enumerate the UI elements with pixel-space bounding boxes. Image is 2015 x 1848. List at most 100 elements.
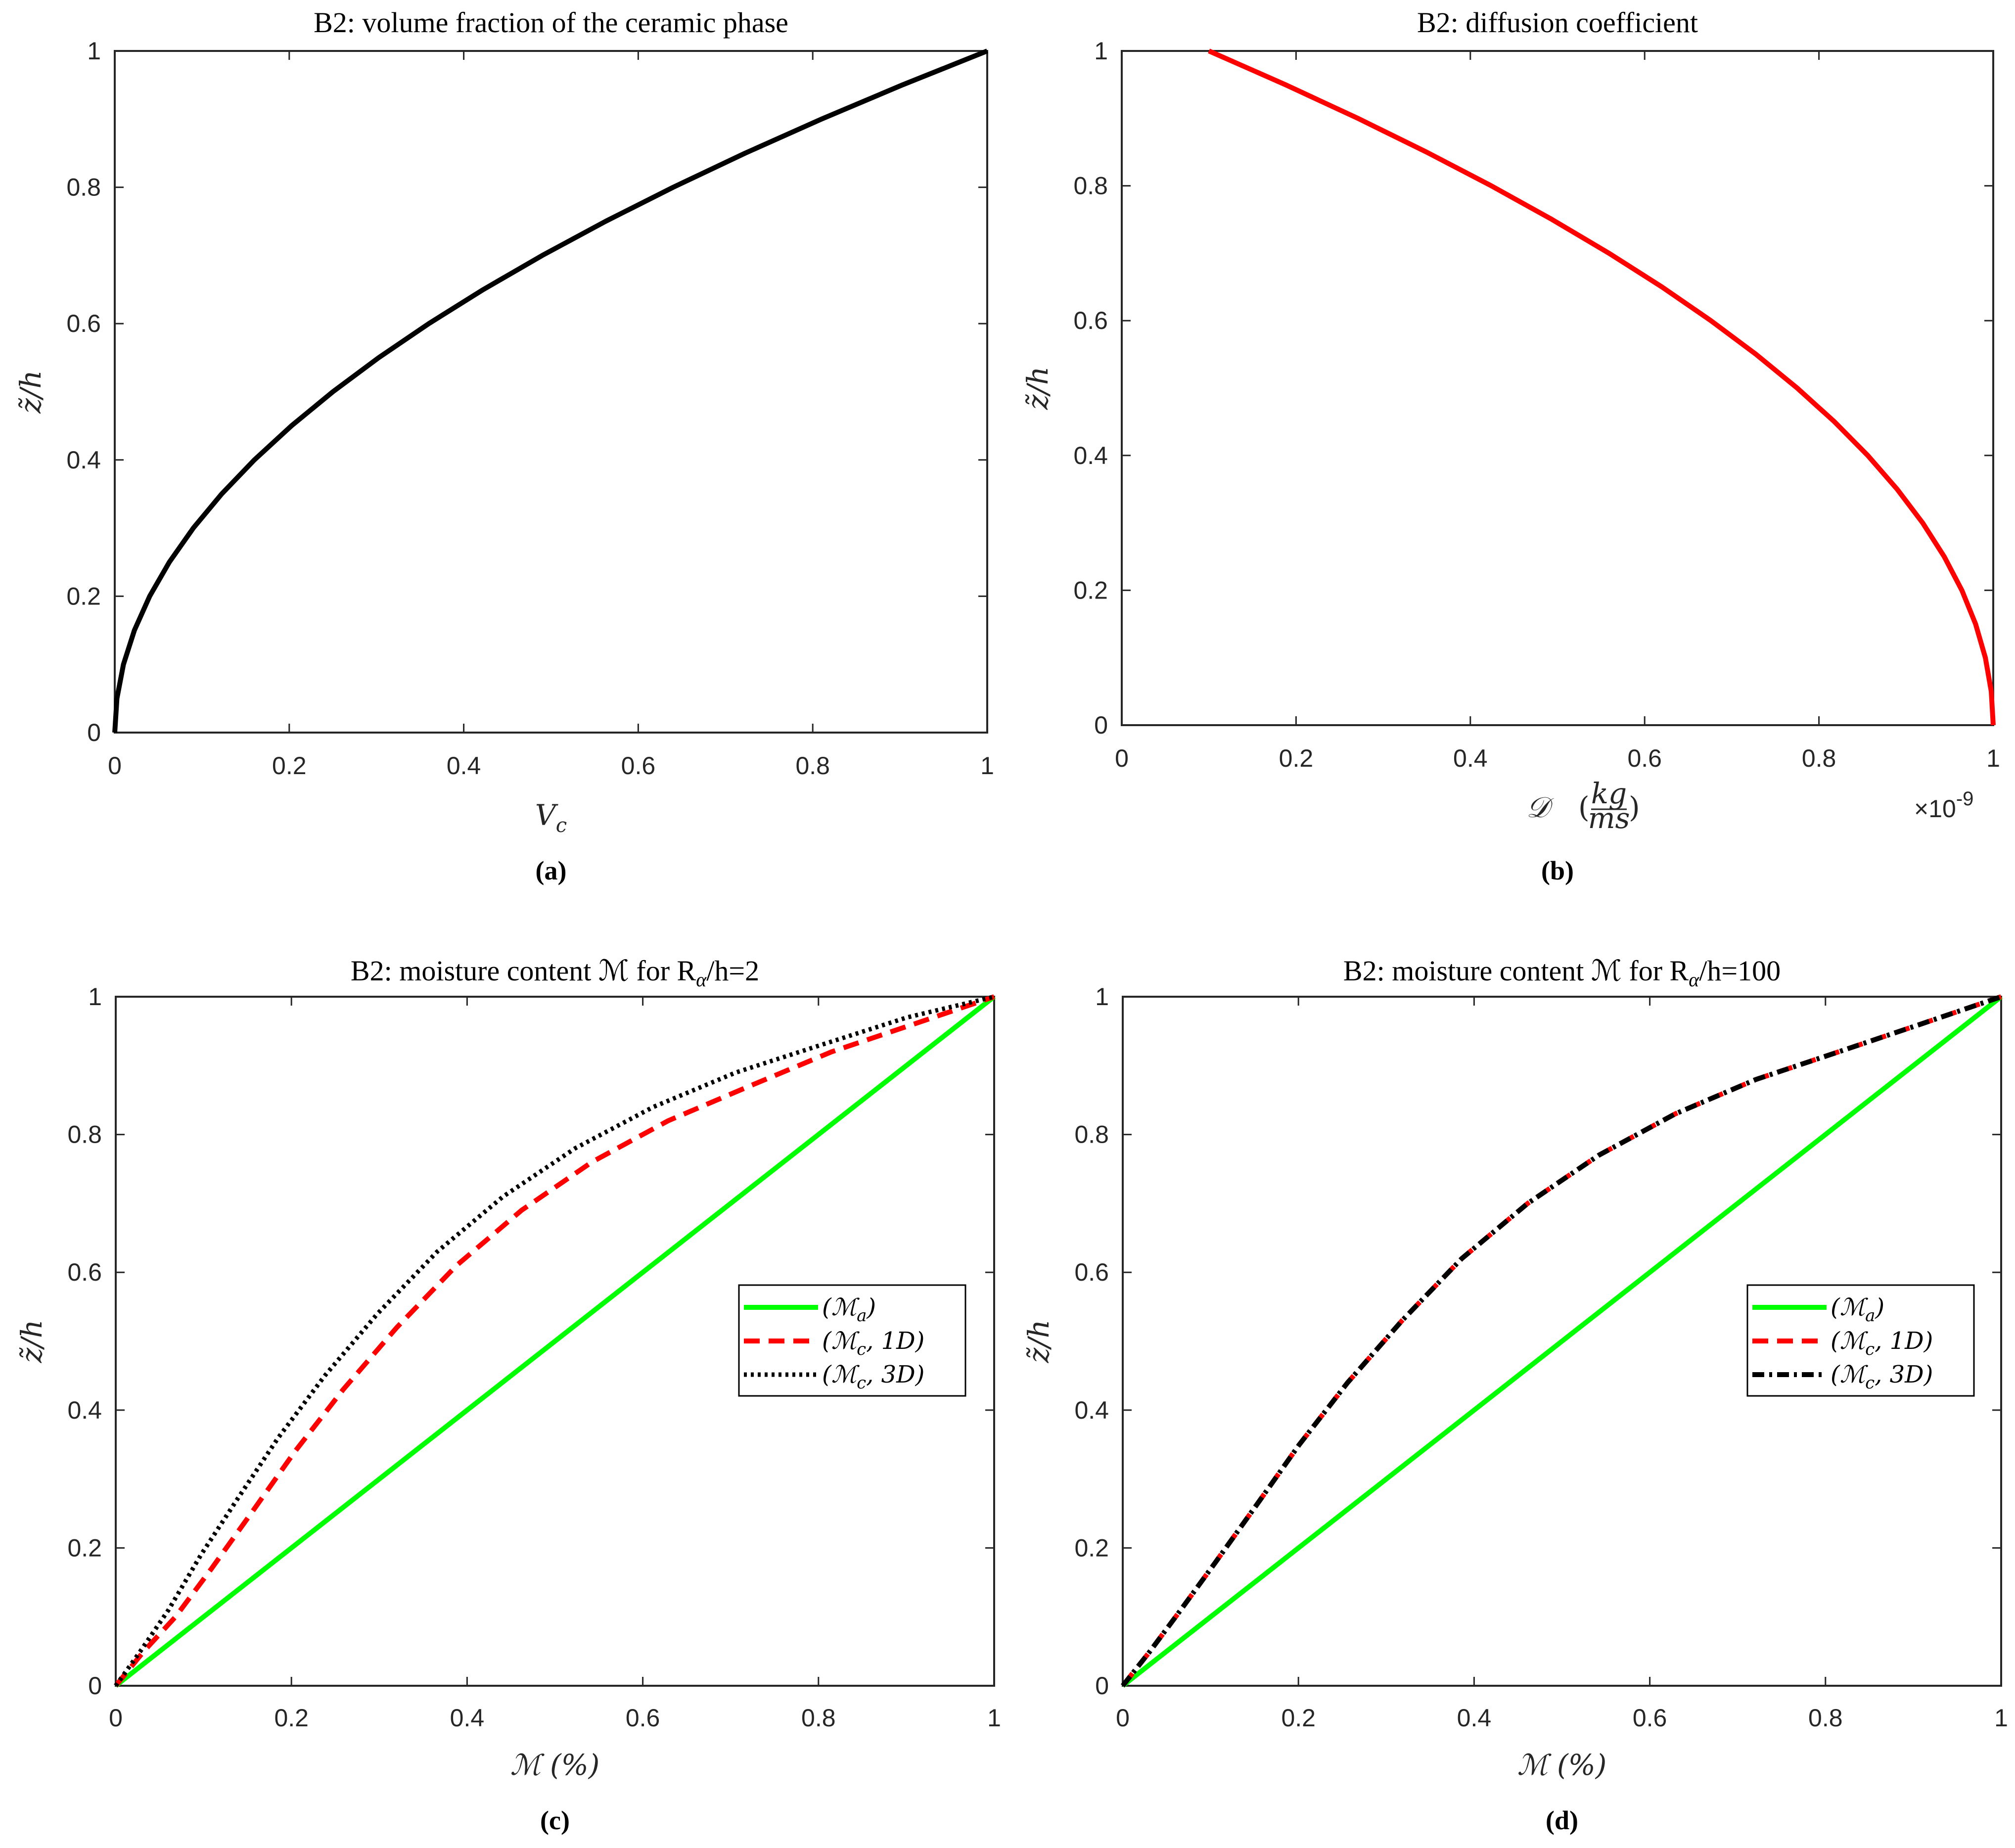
y-tick-label: 0.4 <box>1074 1396 1109 1424</box>
y-tick-label: 0.6 <box>67 1258 102 1286</box>
plot-frame <box>114 50 988 734</box>
panel-caption: (c) <box>540 1805 570 1835</box>
x-tick-label: 0.8 <box>1808 1704 1843 1732</box>
legend-label-subscript: c <box>857 1373 866 1393</box>
chart-title: B2: volume fraction of the ceramic phase <box>314 6 788 39</box>
y-axis-label: z̃/h <box>15 1320 48 1363</box>
y-tick-label: 0.2 <box>66 582 101 610</box>
y-axis-label: z̃/h <box>14 370 47 414</box>
legend-label-tail: , 1D) <box>866 1327 924 1355</box>
x-axis-label-main: 𝒟 <box>1526 790 1554 824</box>
panel-caption: (b) <box>1541 856 1574 885</box>
y-axis-label: z̃/h <box>1021 367 1054 410</box>
x-axis-label: ℳ (%) <box>510 1748 600 1782</box>
chart-title: B2: moisture content ℳ for Rα/h=100 <box>1343 955 1781 991</box>
y-tick-label: 1 <box>1094 37 1108 65</box>
x-label-close-paren: ) <box>1629 790 1640 824</box>
x-axis-label: Vc <box>535 798 567 837</box>
legend-label-main: (ℳ <box>822 1327 860 1355</box>
legend-label-subscript: a <box>1865 1306 1875 1326</box>
x-axis-label: ℳ (%) <box>1517 1748 1607 1782</box>
legend: (ℳa)(ℳc, 1D)(ℳc, 3D) <box>1746 1284 1975 1397</box>
x-tick-label: 0.4 <box>450 1704 485 1732</box>
x-axis-exponent-base: ×10 <box>1914 795 1956 823</box>
x-tick-label: 0.6 <box>1633 1704 1667 1732</box>
x-tick-label: 0.4 <box>447 752 481 780</box>
x-axis-label-subscript: c <box>556 814 567 837</box>
chart-title-subscript: α <box>1689 969 1699 991</box>
chart-title-tail: /h=100 <box>1699 955 1781 987</box>
series-line-2 <box>114 994 995 1687</box>
x-tick-label: 0 <box>1116 1704 1130 1732</box>
x-tick-label: 1 <box>987 1704 1001 1732</box>
legend-label-main: (ℳ <box>822 1361 860 1388</box>
legend-label-0: (ℳa) <box>1831 1294 1884 1326</box>
legend-label-tail: , 3D) <box>1875 1361 1933 1388</box>
legend-label-subscript: c <box>857 1340 866 1359</box>
y-tick-label: 1 <box>87 37 101 65</box>
series-line-1 <box>114 994 995 1688</box>
series-line-0 <box>1121 995 2003 1688</box>
legend-label-subscript: c <box>1865 1373 1875 1393</box>
chart-title: B2: diffusion coefficient <box>1417 6 1698 39</box>
x-tick-label: 0.6 <box>1627 744 1662 772</box>
chart-title-main: B2: diffusion coefficient <box>1417 6 1698 39</box>
y-tick-label: 0.4 <box>67 1396 102 1424</box>
legend-label-main: (ℳ <box>1831 1361 1869 1388</box>
y-tick-label: 0.2 <box>1074 1534 1109 1562</box>
y-tick-label: 0.6 <box>66 310 101 337</box>
x-tick-label: 0.2 <box>1281 1704 1316 1732</box>
y-tick-label: 0.6 <box>1073 307 1108 334</box>
legend-label-main: (ℳ <box>822 1294 860 1321</box>
y-tick-label: 0.2 <box>1073 576 1108 604</box>
x-label-fraction-numerator: kg <box>1591 777 1627 810</box>
chart-title-main: B2: moisture content ℳ for R <box>1343 955 1689 987</box>
legend-label-2: (ℳc, 3D) <box>1831 1361 1933 1393</box>
plot-frame <box>1122 996 2002 1687</box>
legend: (ℳa)(ℳc, 1D)(ℳc, 3D) <box>738 1284 966 1397</box>
legend-label-tail: ) <box>866 1294 876 1321</box>
legend-label-tail: , 3D) <box>866 1361 924 1388</box>
y-tick-label: 1 <box>1095 983 1109 1011</box>
x-axis-label-main: ℳ (%) <box>1517 1748 1607 1782</box>
chart-title-subscript: α <box>696 969 707 991</box>
x-label-fraction-denominator: ms <box>1588 801 1630 835</box>
y-tick-label: 0.4 <box>1073 442 1108 469</box>
chart-title-tail: /h=2 <box>706 955 759 987</box>
panel-caption: (d) <box>1546 1805 1578 1835</box>
legend-label-main: (ℳ <box>1831 1327 1869 1355</box>
x-tick-label: 0 <box>1115 744 1129 772</box>
x-tick-label: 0.8 <box>801 1704 836 1732</box>
y-tick-label: 0 <box>1094 711 1108 739</box>
legend-label-tail: ) <box>1875 1294 1884 1321</box>
x-tick-label: 0.4 <box>1453 744 1488 772</box>
legend-label-main: (ℳ <box>1831 1294 1869 1321</box>
y-axis-label: z̃/h <box>1022 1320 1055 1363</box>
x-tick-label: 0.4 <box>1457 1704 1492 1732</box>
legend-label-2: (ℳc, 3D) <box>822 1361 924 1393</box>
series-line-0 <box>1208 48 1996 726</box>
x-tick-label: 1 <box>1986 744 2000 772</box>
series-line-0 <box>112 48 988 733</box>
x-axis-label-main: ℳ (%) <box>510 1748 600 1782</box>
y-tick-label: 0 <box>1095 1672 1109 1700</box>
y-tick-label: 0.8 <box>66 174 101 201</box>
panel-caption: (a) <box>536 856 567 885</box>
y-tick-label: 0.8 <box>1074 1121 1109 1149</box>
panel-c: 0 0.2 0.4 0.6 0.8 1 0 0.2 0.4 0.6 0.8 1 z̃/h B2: mois… <box>15 955 1001 1835</box>
x-tick-label: 1 <box>980 752 994 780</box>
chart-title: B2: moisture content ℳ for Rα/h=2 <box>351 955 759 991</box>
y-tick-label: 1 <box>88 983 102 1011</box>
x-tick-label: 0 <box>108 752 122 780</box>
x-tick-label: 0.8 <box>795 752 830 780</box>
x-tick-label: 0.2 <box>272 752 307 780</box>
legend-label-0: (ℳa) <box>822 1294 876 1326</box>
y-tick-label: 0.4 <box>66 446 101 474</box>
y-tick-label: 0 <box>87 719 101 746</box>
x-axis-label-main: V <box>535 798 558 832</box>
chart-title-main: B2: moisture content ℳ for R <box>351 955 696 987</box>
plot-frame <box>1121 50 1994 726</box>
panel-a: 0 0.2 0.4 0.6 0.8 1 0 0.2 0.4 0.6 0.8 1 z̃/h B2: volu… <box>14 6 994 885</box>
x-tick-label: 0.2 <box>274 1704 309 1732</box>
